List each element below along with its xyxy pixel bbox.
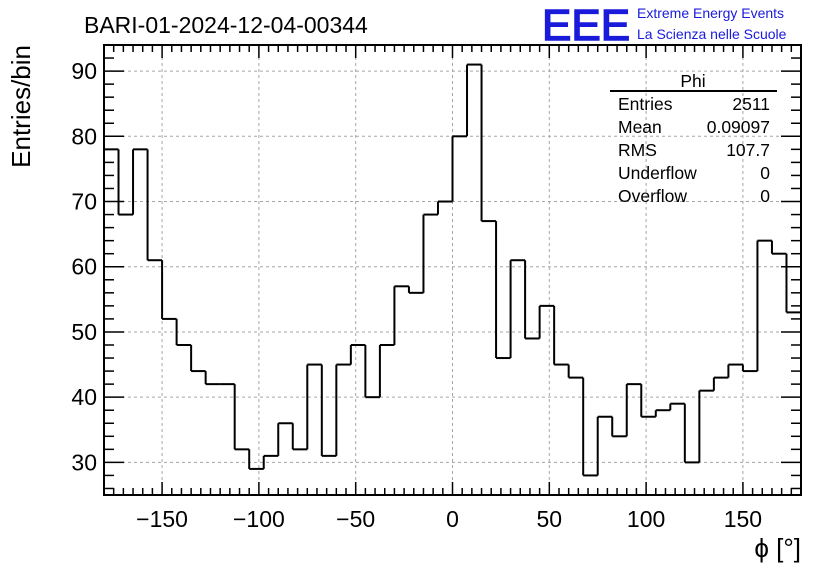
x-tick-label: 50 [537,506,563,532]
eee-logo: EEE Extreme Energy Events La Scienza nel… [541,0,787,51]
stats-rms-label: RMS [618,140,657,160]
x-tick-label: 0 [446,506,459,532]
y-tick-label: 30 [71,449,97,475]
y-axis-label: Entries/bin [6,45,36,168]
logo-line-1: Extreme Energy Events [637,5,784,21]
stats-rms-value: 107.7 [726,140,770,160]
histogram-bars [104,63,801,477]
x-tick-label: 150 [724,506,762,532]
stats-entries-label: Entries [618,94,673,114]
y-tick-label: 50 [71,319,97,345]
stats-overflow-label: Overflow [618,186,687,206]
stats-mean-value: 0.09097 [707,117,770,137]
x-tick-label: −50 [336,506,375,532]
stats-box: Phi Entries 2511 Mean 0.09097 RMS 107.7 … [610,71,777,206]
y-tick-label: 90 [71,58,97,84]
stats-mean-label: Mean [618,117,662,137]
x-tick-label: 100 [627,506,665,532]
stats-overflow-value: 0 [760,186,770,206]
stats-underflow-value: 0 [760,163,770,183]
x-tick-label: −100 [233,506,285,532]
y-axis-ticks: 30 40 50 60 70 80 90 [71,44,801,490]
logo-line-2: La Scienza nelle Scuole [637,26,787,42]
y-tick-label: 70 [71,189,97,215]
stats-underflow-label: Underflow [618,163,697,183]
eee-logo-mark: EEE [542,1,630,50]
x-axis-ticks: −150 −100 −50 0 50 100 150 [112,45,793,532]
y-tick-label: 60 [71,254,97,280]
y-tick-label: 40 [71,384,97,410]
stats-box-name: Phi [680,71,705,91]
grid-lines [104,45,801,495]
x-axis-label: ϕ [°] [754,533,801,563]
plot-title: BARI-01-2024-12-04-00344 [84,12,368,38]
y-tick-label: 80 [71,123,97,149]
stats-entries-value: 2511 [732,94,770,114]
x-tick-label: −150 [136,506,188,532]
